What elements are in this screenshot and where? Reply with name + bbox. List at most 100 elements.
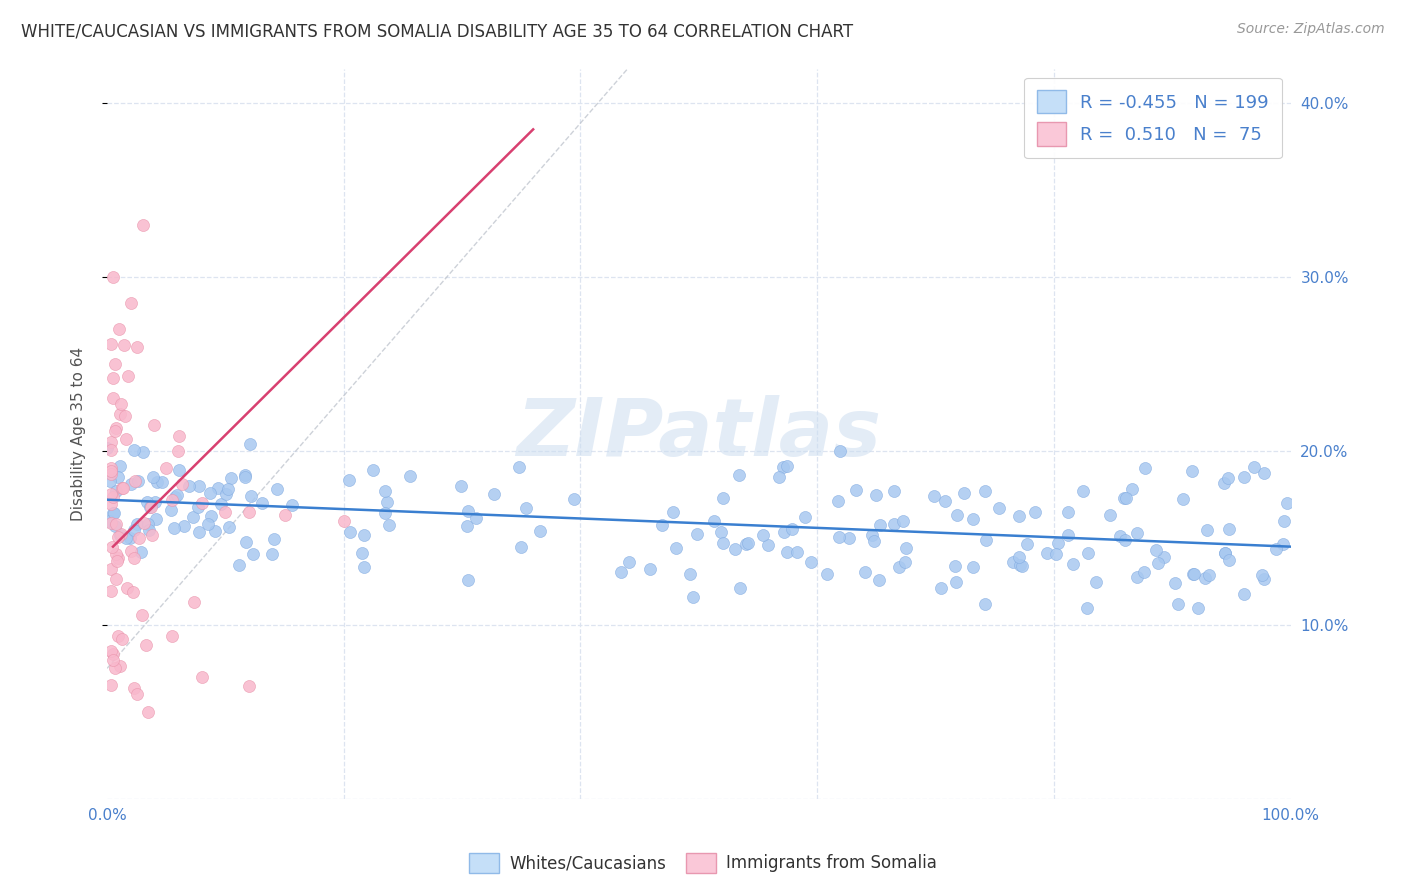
Point [125,340,148,354]
Point [830,444,852,458]
Point [728,581,751,595]
Point [100,487,122,501]
Point [143,495,166,509]
Point [169,463,191,477]
Point [1265,541,1288,556]
Point [98,474,121,488]
Point [353,527,375,541]
Point [1047,536,1070,550]
Point [869,573,891,587]
Point [110,459,132,474]
Point [163,521,186,535]
Point [853,566,876,580]
Point [838,531,860,545]
Point [139,500,162,514]
Point [1277,496,1299,510]
Point [1076,600,1098,615]
Point [509,540,531,554]
Point [101,391,124,405]
Point [101,270,124,285]
Point [682,591,704,605]
Point [737,535,759,549]
Point [1011,558,1033,573]
Point [780,522,803,536]
Point [883,517,905,532]
Point [865,488,887,502]
Point [1218,471,1240,485]
Point [128,531,150,545]
Point [104,421,127,435]
Point [1114,533,1136,548]
Point [1062,557,1084,571]
Point [122,585,145,599]
Point [260,547,283,561]
Point [617,555,640,569]
Point [138,523,160,537]
Point [125,688,148,702]
Point [922,489,945,503]
Point [100,644,122,658]
Point [233,470,256,484]
Point [828,531,851,545]
Point [117,369,139,384]
Point [883,484,905,499]
Point [104,519,127,533]
Point [1126,526,1149,541]
Point [142,469,165,483]
Point [240,489,263,503]
Point [1187,600,1209,615]
Point [952,485,974,500]
Point [713,536,735,550]
Point [962,560,984,574]
Point [1109,528,1132,542]
Point [209,497,232,511]
Point [138,705,160,719]
Text: ZIPatlas: ZIPatlas [516,394,882,473]
Point [815,567,838,582]
Point [1144,543,1167,558]
Point [1084,574,1107,589]
Point [973,484,995,499]
Point [143,417,166,432]
Point [100,678,122,692]
Point [177,479,200,493]
Point [190,496,212,510]
Point [131,607,153,622]
Point [374,506,396,520]
Point [108,528,131,542]
Point [457,573,479,587]
Point [1008,549,1031,564]
Point [107,469,129,483]
Point [100,464,122,478]
Point [105,572,128,586]
Point [100,434,122,449]
Point [100,467,122,481]
Point [1002,555,1025,569]
Point [100,337,122,351]
Point [150,475,173,489]
Point [132,445,155,459]
Point [115,581,138,595]
Point [1272,514,1295,528]
Point [974,533,997,547]
Point [1077,546,1099,560]
Point [239,437,262,451]
Point [120,543,142,558]
Point [1182,567,1205,582]
Point [1213,546,1236,560]
Point [735,537,758,551]
Point [110,481,132,495]
Point [242,547,264,561]
Point [238,505,260,519]
Point [105,547,128,561]
Point [118,531,141,545]
Point [529,524,551,538]
Point [1057,527,1080,541]
Point [141,528,163,542]
Point [482,487,505,501]
Point [1008,558,1031,572]
Point [122,523,145,537]
Point [163,490,186,504]
Point [112,338,135,352]
Point [188,479,211,493]
